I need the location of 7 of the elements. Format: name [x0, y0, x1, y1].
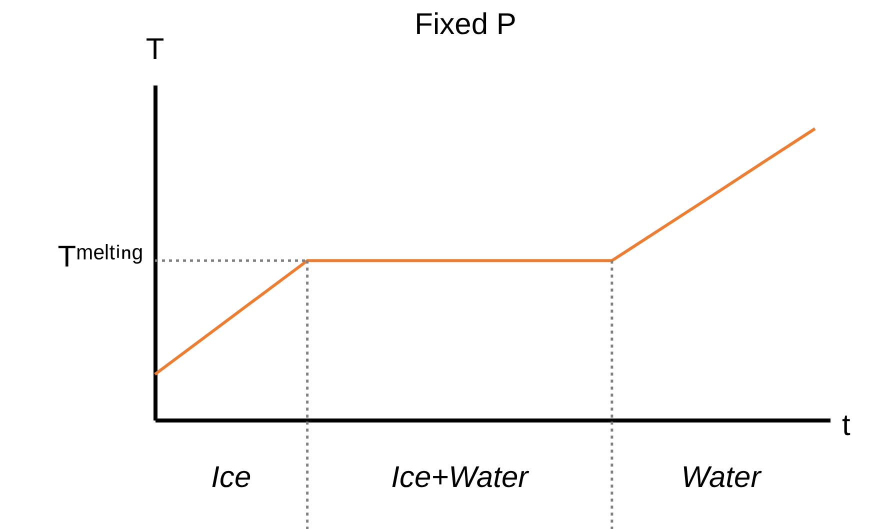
- text: Ice: [211, 461, 252, 494]
- text: Water: [681, 461, 762, 494]
- text: Ice+Water: [391, 461, 530, 494]
- y-axis-title: T: [146, 33, 164, 66]
- ref-line-label: Tᵐᵉˡᵗⁱⁿᵍ: [58, 240, 143, 274]
- x-axis-title: t: [842, 409, 851, 442]
- chart-title: Fixed P: [414, 8, 516, 41]
